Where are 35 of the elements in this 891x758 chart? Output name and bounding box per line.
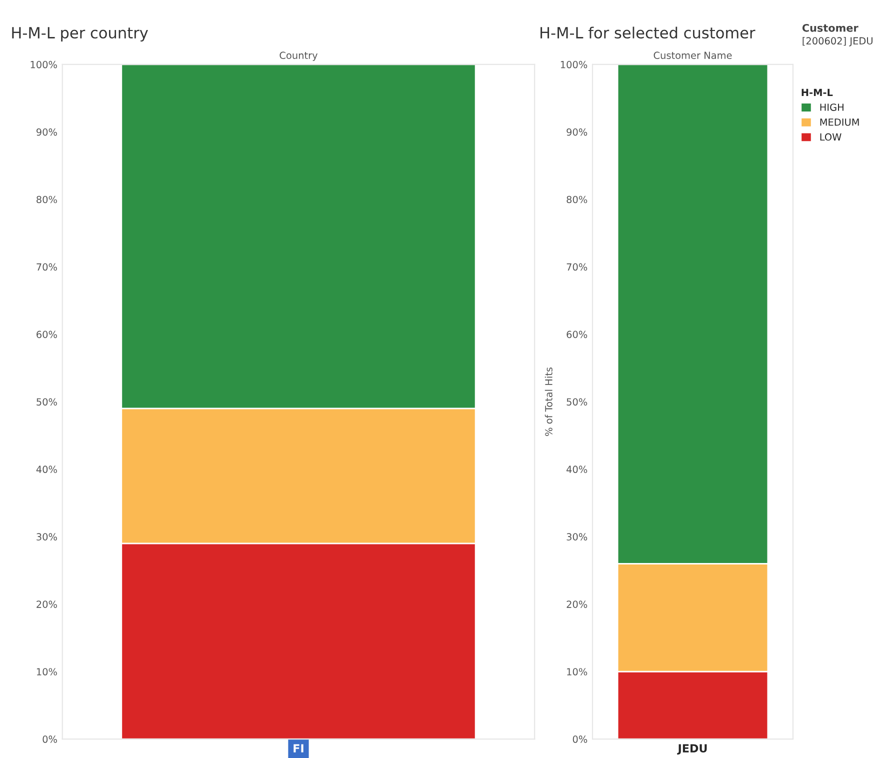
y-tick-label: 0% bbox=[572, 736, 588, 743]
chart-title: H-M-L per country bbox=[12, 27, 148, 42]
y-tick-label: 50% bbox=[566, 398, 588, 406]
legend-label: LOW bbox=[820, 133, 842, 141]
x-axis-title: Customer Name bbox=[654, 52, 732, 60]
y-tick-label: 10% bbox=[36, 668, 57, 676]
y-tick-label: 70% bbox=[566, 263, 588, 271]
y-tick-label: 30% bbox=[36, 533, 57, 540]
legend-label: HIGH bbox=[820, 104, 844, 111]
y-tick-label: 80% bbox=[36, 196, 57, 204]
y-tick-label: 60% bbox=[566, 330, 588, 338]
x-axis-title: Country bbox=[280, 52, 318, 61]
y-tick-label: 100% bbox=[560, 60, 588, 68]
text: Customer bbox=[802, 24, 858, 32]
y-tick-label: 50% bbox=[36, 398, 57, 406]
x-tick-label: JEDU bbox=[677, 744, 707, 755]
legend-title: H-M-L bbox=[802, 88, 833, 96]
y-tick-label: 10% bbox=[567, 668, 588, 676]
y-tick-label: 20% bbox=[36, 600, 57, 608]
y-tick-label: 90% bbox=[566, 128, 588, 136]
y-tick-label: 70% bbox=[36, 263, 57, 271]
y-tick-label: 90% bbox=[36, 128, 57, 136]
y-tick-label: 100% bbox=[30, 60, 57, 68]
text: [200602] JEDU bbox=[802, 36, 872, 46]
chart-title: H-M-L for selected customer bbox=[540, 26, 756, 39]
y-tick-label: 30% bbox=[566, 533, 588, 540]
y-tick-label: 60% bbox=[36, 330, 57, 338]
legend-label: MEDIUM bbox=[820, 118, 859, 126]
y-tick-label: 20% bbox=[566, 600, 588, 608]
y-tick-label: 0% bbox=[42, 736, 57, 743]
y-tick-label: 40% bbox=[566, 466, 588, 474]
y-tick-label: 80% bbox=[566, 196, 588, 204]
y-tick-label: 40% bbox=[36, 466, 57, 474]
y-axis-title: % of Total Hits bbox=[544, 367, 552, 436]
x-tick-label: FI bbox=[294, 744, 304, 752]
